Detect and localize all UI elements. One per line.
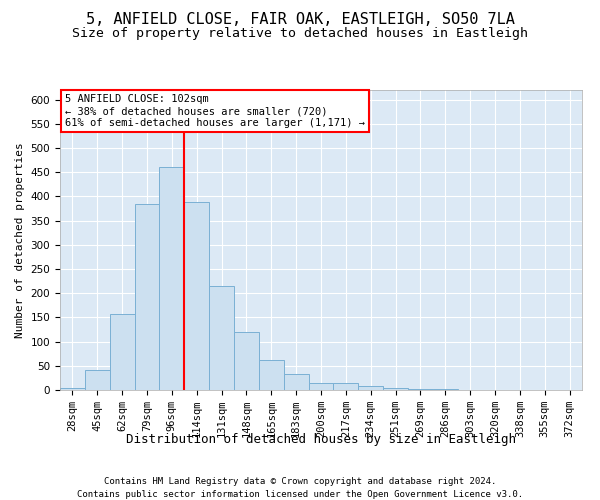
Bar <box>308 383 334 390</box>
Y-axis label: Number of detached properties: Number of detached properties <box>15 142 25 338</box>
Bar <box>259 360 284 390</box>
Bar <box>60 388 85 390</box>
Text: Contains public sector information licensed under the Open Government Licence v3: Contains public sector information licen… <box>77 490 523 499</box>
Bar <box>85 370 110 390</box>
Bar <box>209 286 234 390</box>
Bar <box>408 388 433 390</box>
Bar <box>134 204 160 390</box>
Bar <box>184 202 209 390</box>
Text: Distribution of detached houses by size in Eastleigh: Distribution of detached houses by size … <box>126 432 516 446</box>
Bar <box>160 168 184 390</box>
Text: Contains HM Land Registry data © Crown copyright and database right 2024.: Contains HM Land Registry data © Crown c… <box>104 478 496 486</box>
Text: 5, ANFIELD CLOSE, FAIR OAK, EASTLEIGH, SO50 7LA: 5, ANFIELD CLOSE, FAIR OAK, EASTLEIGH, S… <box>86 12 514 28</box>
Text: 5 ANFIELD CLOSE: 102sqm
← 38% of detached houses are smaller (720)
61% of semi-d: 5 ANFIELD CLOSE: 102sqm ← 38% of detache… <box>65 94 365 128</box>
Bar <box>383 388 408 390</box>
Bar <box>358 386 383 390</box>
Bar <box>234 332 259 390</box>
Bar <box>334 383 358 390</box>
Bar <box>433 389 458 390</box>
Text: Size of property relative to detached houses in Eastleigh: Size of property relative to detached ho… <box>72 28 528 40</box>
Bar <box>284 374 308 390</box>
Bar <box>110 314 134 390</box>
